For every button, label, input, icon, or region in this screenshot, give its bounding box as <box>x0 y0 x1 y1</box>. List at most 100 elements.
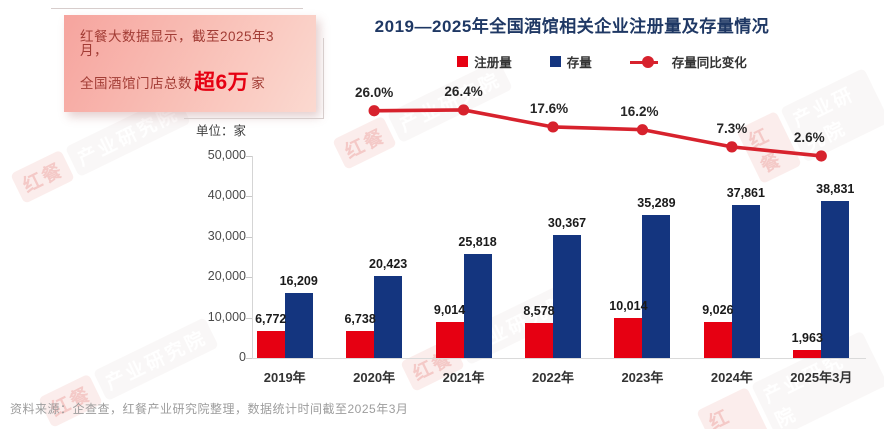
yoy-value-label: 26.0% <box>355 84 394 100</box>
bar-stock-2024年 <box>731 205 760 358</box>
y-axis-tick-mark <box>246 277 252 279</box>
unit-label: 单位：家 <box>195 124 246 138</box>
bar-pair <box>435 253 492 358</box>
legend-item-registrations: 注册量 <box>457 52 512 71</box>
x-axis-label-2021年: 2021年 <box>442 370 485 385</box>
source-footer: 资料来源：企查查，红餐产业研究院整理，数据统计时间截至2025年3月 <box>10 402 409 416</box>
x-axis-label-2022年: 2022年 <box>532 370 574 385</box>
bar-pair <box>703 205 760 358</box>
bar-pair <box>524 235 581 358</box>
bar-value-label: 38,831 <box>816 182 855 197</box>
y-axis-tick-label: 30,000 <box>207 228 246 243</box>
x-axis-label-2019年: 2019年 <box>263 370 306 385</box>
chart-title: 2019—2025年全国酒馆相关企业注册量及存量情况 <box>374 17 770 36</box>
watermark-org: 产业研究院 <box>386 59 513 144</box>
bar-registrations-2019年 <box>256 330 285 358</box>
bar-stock-2025年3月 <box>821 201 850 358</box>
y-axis-tick-mark <box>246 317 252 319</box>
bar-group: 10,014 35,289 2023年 <box>598 156 687 385</box>
x-axis-line <box>252 358 866 359</box>
legend-line-marker-icon <box>629 55 666 68</box>
legend-item-yoy-change: 存量同比变化 <box>629 52 747 71</box>
bar-pair <box>346 275 403 358</box>
y-axis-tick-mark <box>246 196 252 198</box>
legend-label-registrations: 注册量 <box>474 56 512 70</box>
callout-line2-prefix: 全国酒馆门店总数 <box>80 75 192 91</box>
y-axis-tick-label: 40,000 <box>207 188 246 203</box>
bar-value-label: 10,014 <box>609 298 648 313</box>
legend-swatch-registrations <box>457 56 469 67</box>
yoy-data-point <box>726 141 738 153</box>
bar-registrations-2020年 <box>346 330 375 358</box>
bar-value-label: 30,367 <box>547 216 587 231</box>
y-axis-line <box>252 156 253 358</box>
y-axis-tick-label: 10,000 <box>207 309 246 324</box>
bar-registrations-2025年3月 <box>793 350 822 358</box>
y-axis-tick-label: 0 <box>239 350 246 364</box>
bar-value-label: 9,014 <box>433 302 466 317</box>
y-axis-tick-label: 20,000 <box>207 269 246 284</box>
bar-value-label: 20,423 <box>369 256 408 271</box>
bar-value-label: 25,818 <box>458 234 497 249</box>
bar-group: 1,963 38,831 2025年3月 <box>777 156 866 385</box>
key-finding-callout: 红餐大数据显示，截至2025年3月， 全国酒馆门店总数 超6万家 <box>51 8 324 119</box>
legend-item-stock: 存量 <box>549 52 592 71</box>
bar-group: 9,026 37,861 2024年 <box>687 156 776 385</box>
yoy-value-label: 26.4% <box>444 83 483 99</box>
yoy-trend-line <box>372 108 824 158</box>
y-axis-tick-mark <box>246 358 252 359</box>
bar-group: 6,738 20,423 2020年 <box>329 156 418 386</box>
x-axis-label-2023年: 2023年 <box>621 370 664 385</box>
yoy-data-point <box>457 104 470 116</box>
yoy-value-label: 7.3% <box>716 120 748 136</box>
bar-pair <box>256 292 313 358</box>
bar-registrations-2024年 <box>703 321 732 358</box>
bar-stock-2021年 <box>463 253 492 358</box>
bar-group: 6,772 16,209 2019年 <box>240 156 329 385</box>
yoy-data-point <box>636 124 649 136</box>
bar-registrations-2023年 <box>614 317 643 358</box>
watermark-org: 产业研究院 <box>92 317 219 402</box>
bar-value-label: 1,963 <box>791 331 823 346</box>
bar-pair <box>614 215 671 358</box>
watermark-brand: 红餐 <box>696 386 773 429</box>
yoy-data-point <box>368 105 380 117</box>
bar-value-label: 8,578 <box>523 304 555 319</box>
y-axis-tick-label: 50,000 <box>207 148 246 162</box>
yoy-value-label: 2.6% <box>793 129 825 145</box>
callout-line1: 红餐大数据显示，截至2025年3月， <box>80 29 275 58</box>
callout-line2-suffix: 家 <box>251 75 266 91</box>
bar-value-label: 9,026 <box>702 302 734 317</box>
yoy-value-label: 17.6% <box>529 100 569 116</box>
watermark-org: 产业研究院 <box>780 67 884 163</box>
callout-line2: 全国酒馆门店总数 超6万家 <box>80 71 302 94</box>
yoy-value-label: 16.2% <box>620 103 659 119</box>
bar-registrations-2021年 <box>435 321 464 358</box>
bar-stock-2019年 <box>284 292 313 358</box>
callout-highlight: 超6万 <box>194 71 250 94</box>
legend-label-stock: 存量 <box>566 56 592 70</box>
x-axis-label-2025年3月: 2025年3月 <box>790 370 853 385</box>
bar-group: 9,014 25,818 2021年 <box>419 156 508 385</box>
y-axis-tick-mark <box>246 236 252 238</box>
bar-value-label: 6,772 <box>255 311 287 326</box>
yoy-data-point <box>547 121 559 133</box>
chart-legend: 注册量 存量 存量同比变化 <box>352 52 852 71</box>
legend-label-yoy-change: 存量同比变化 <box>671 56 747 70</box>
y-axis-tick-mark <box>246 156 252 157</box>
legend-swatch-stock <box>549 56 561 67</box>
bar-stock-2020年 <box>374 275 403 358</box>
brand-watermark: 红餐 产业研究院 <box>332 59 513 170</box>
x-axis-label-2024年: 2024年 <box>710 370 753 385</box>
bar-stock-2022年 <box>552 235 581 358</box>
bar-value-label: 16,209 <box>279 273 318 288</box>
x-axis-label-2020年: 2020年 <box>353 370 396 385</box>
bar-registrations-2022年 <box>524 323 553 358</box>
bar-value-label: 37,861 <box>726 186 765 201</box>
bar-value-label: 35,289 <box>637 196 676 211</box>
bar-value-label: 6,738 <box>344 311 376 326</box>
bar-pair <box>793 201 850 358</box>
bar-group: 8,578 30,367 2022年 <box>508 156 597 385</box>
watermark-brand: 红餐 <box>10 149 75 204</box>
